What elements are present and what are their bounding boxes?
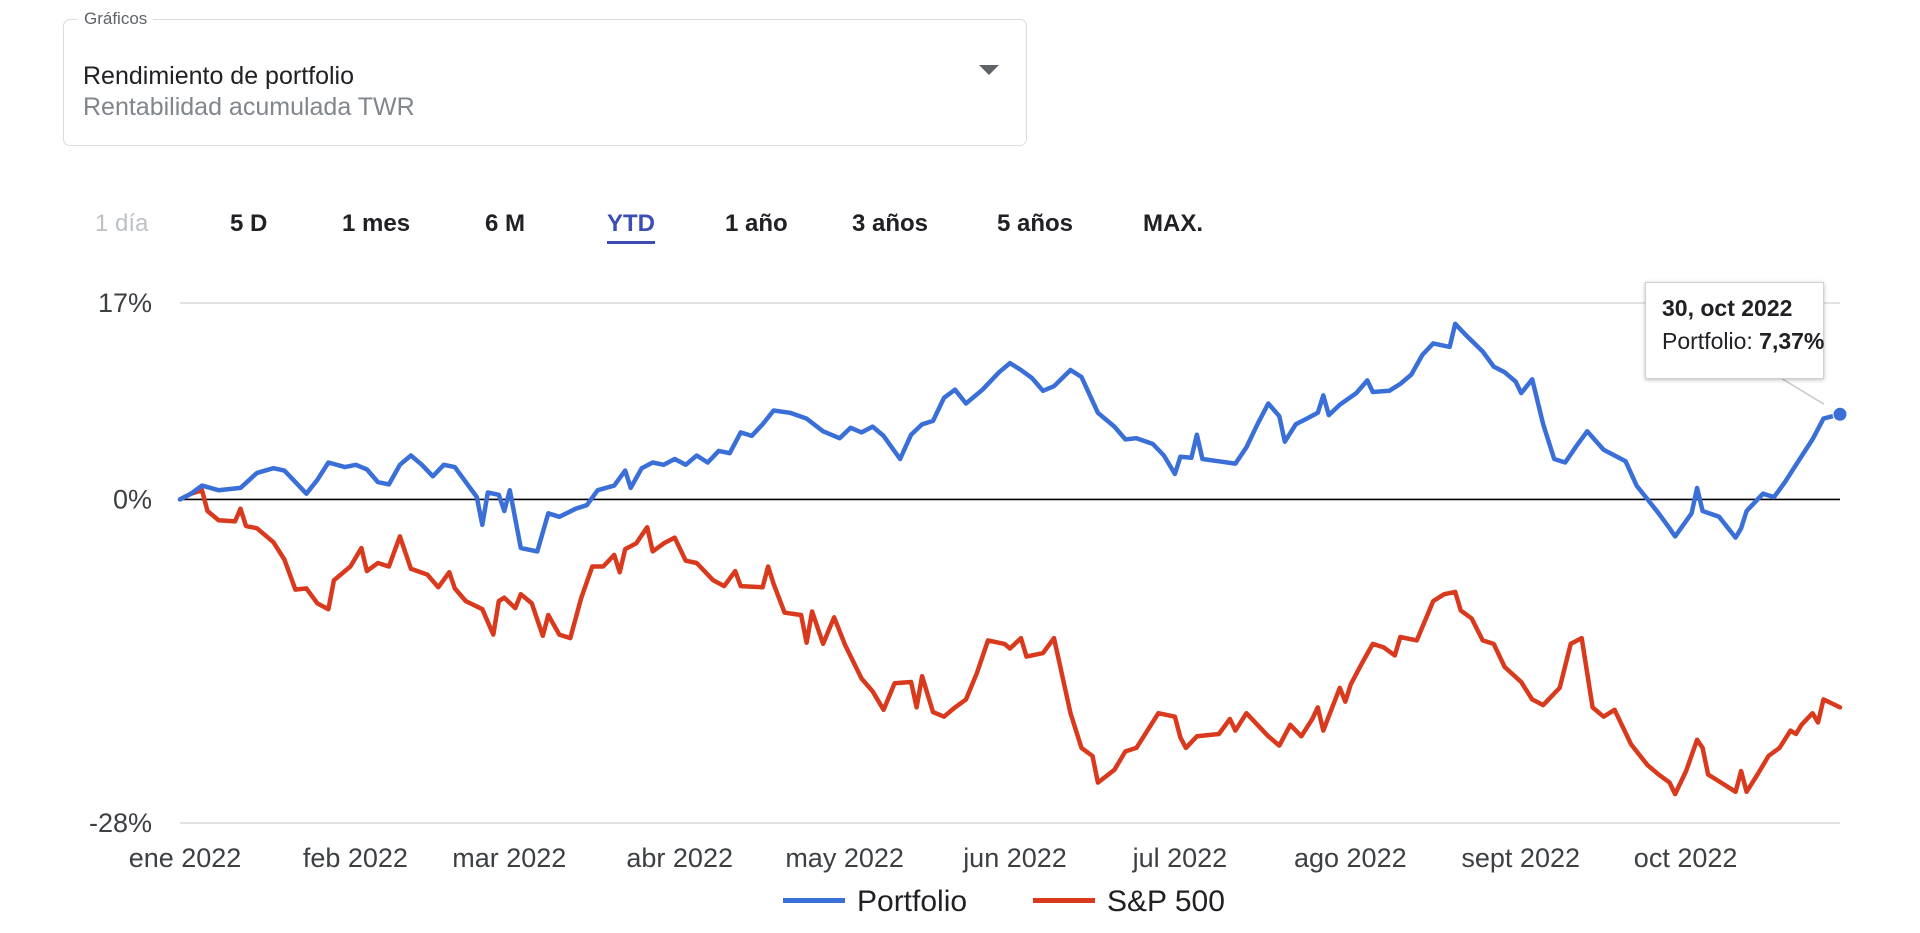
x-tick-label: may 2022 (785, 843, 904, 873)
chevron-down-icon[interactable] (979, 65, 999, 75)
x-tick-label: ene 2022 (129, 843, 242, 873)
tab-max[interactable]: MAX. (1143, 210, 1203, 237)
x-tick-label: feb 2022 (303, 843, 408, 873)
legend-item-portfolio[interactable]: Portfolio (783, 885, 967, 919)
tooltip-value: 7,37% (1759, 328, 1825, 354)
sp500-series-line (177, 487, 1843, 797)
tab-6-months[interactable]: 6 M (485, 210, 526, 237)
tab-1-year[interactable]: 1 año (725, 210, 788, 237)
tab-5-years[interactable]: 5 años (997, 210, 1074, 237)
portfolio-series-line (177, 321, 1843, 554)
chart-type-dropdown[interactable]: Gráficos Rendimiento de portfolio Rentab… (63, 9, 1027, 146)
hover-point (1832, 406, 1848, 422)
x-tick-label: jul 2022 (1132, 843, 1228, 873)
tab-1-month[interactable]: 1 mes (342, 210, 411, 237)
tooltip-connector (1777, 375, 1825, 405)
x-tick-label: mar 2022 (452, 843, 566, 873)
legend-label-sp500: S&P 500 (1107, 885, 1225, 918)
x-tick-label: jun 2022 (962, 843, 1067, 873)
legend-item-sp500[interactable]: S&P 500 (1033, 885, 1225, 919)
x-tick-label: oct 2022 (1634, 843, 1738, 873)
x-tick-label: abr 2022 (626, 843, 733, 873)
tooltip-series-label: Portfolio: (1662, 328, 1760, 354)
x-tick-label: sept 2022 (1461, 843, 1580, 873)
y-tick-label: 0% (113, 484, 152, 514)
legend-swatch-sp500 (1033, 897, 1095, 903)
legend-label-portfolio: Portfolio (857, 885, 968, 918)
chart-tooltip: 30, oct 2022 Portfolio: 7,37% (1645, 282, 1824, 379)
tab-ytd[interactable]: YTD (607, 210, 655, 244)
dropdown-label: Gráficos (78, 9, 154, 29)
tooltip-date: 30, oct 2022 (1662, 295, 1793, 321)
dropdown-selected-subtitle: Rentabilidad acumulada TWR (83, 93, 415, 121)
tooltip-series-value: Portfolio: 7,37% (1662, 328, 1824, 355)
dropdown-selected-title: Rendimiento de portfolio (83, 62, 354, 90)
y-tick-label: 17% (98, 288, 152, 318)
legend-swatch-portfolio (783, 897, 845, 903)
tab-3-years[interactable]: 3 años (852, 210, 929, 237)
tab-1-day[interactable]: 1 día (95, 210, 149, 237)
x-tick-label: ago 2022 (1294, 843, 1407, 873)
tab-5-days[interactable]: 5 D (230, 210, 268, 237)
y-tick-label: -28% (89, 808, 152, 838)
